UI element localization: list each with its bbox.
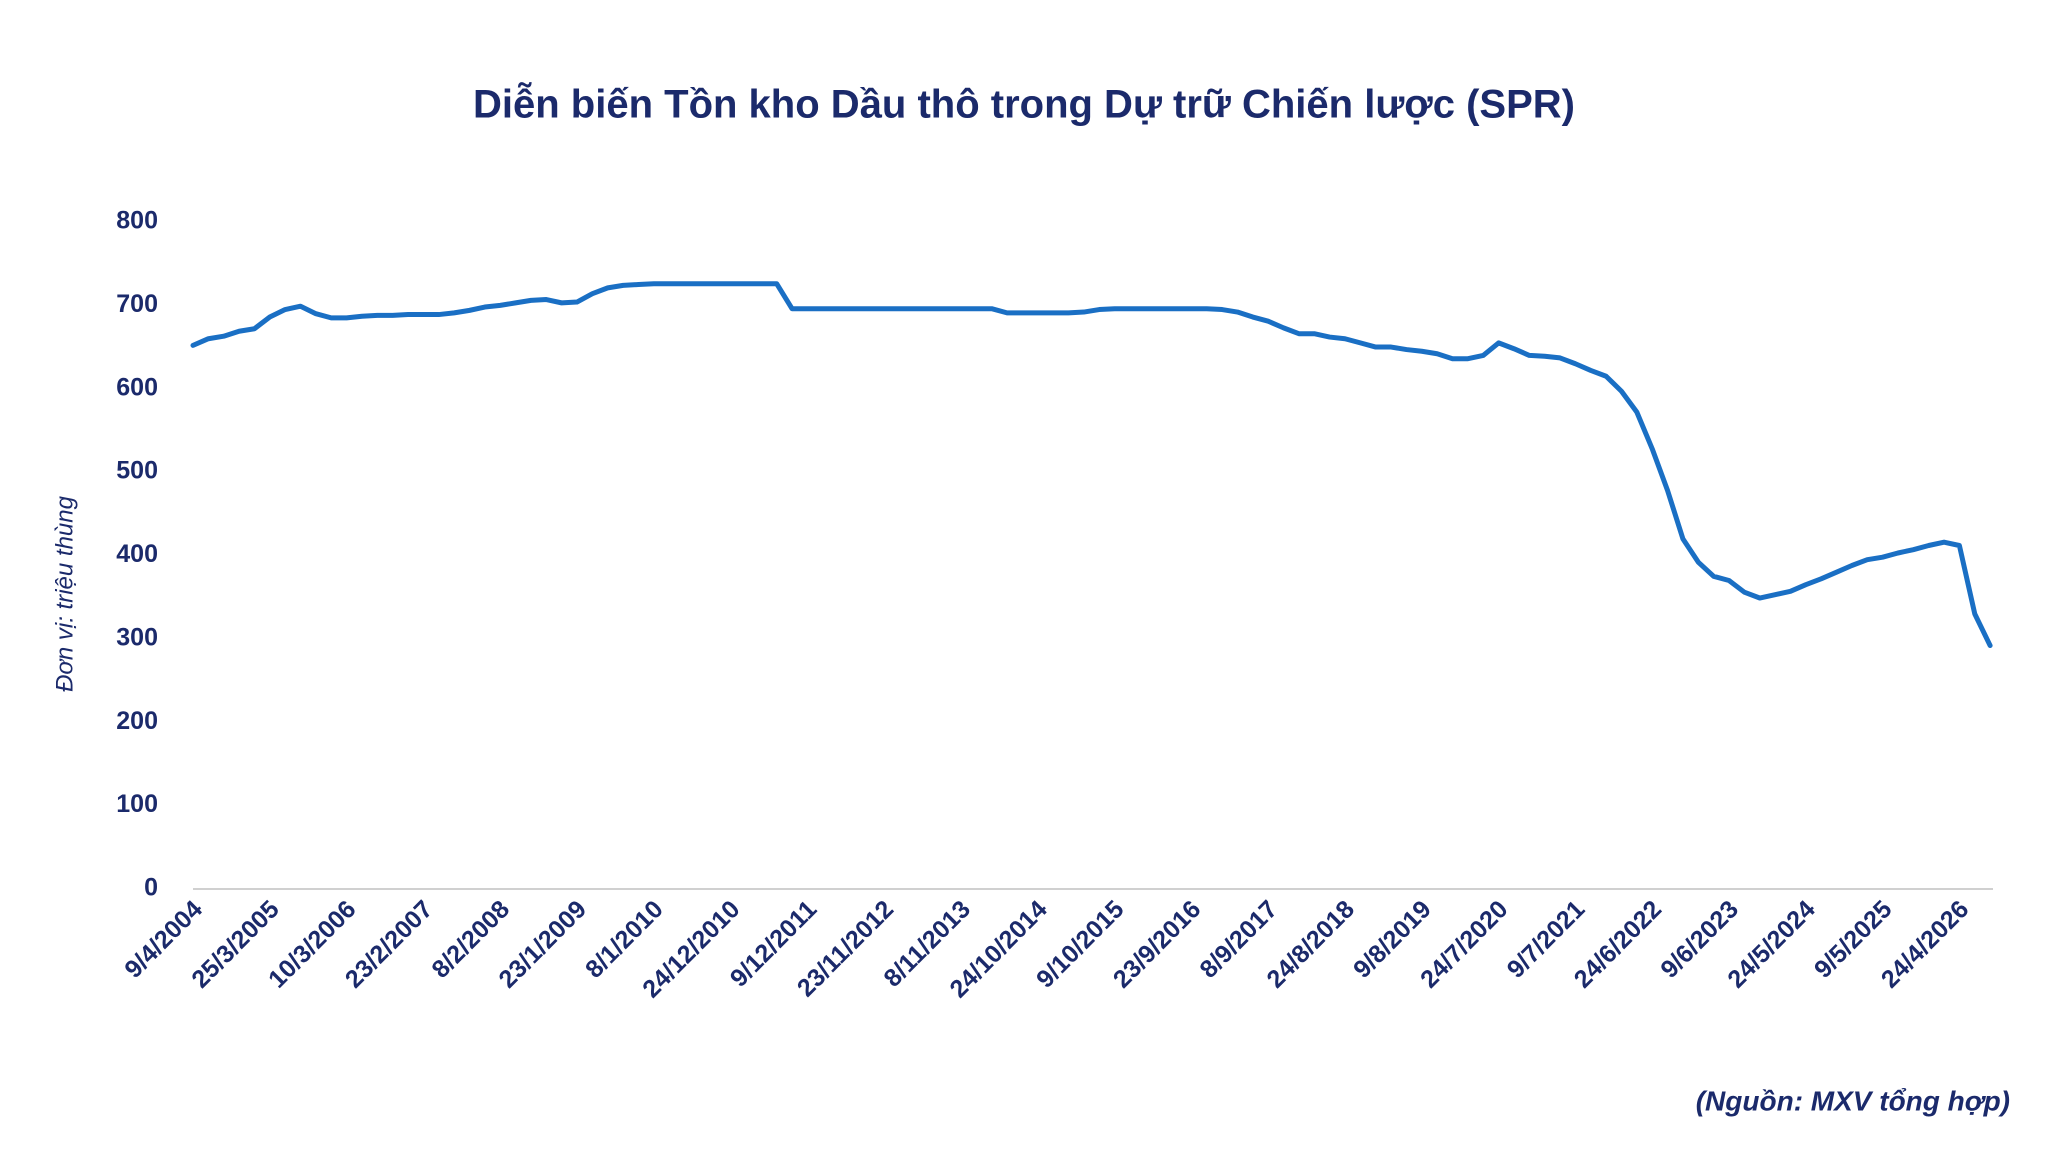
y-tick-label: 0 xyxy=(144,874,158,902)
y-axis-title: Đơn vị: triệu thùng xyxy=(51,495,78,692)
y-tick-label: 600 xyxy=(116,373,158,401)
source-note: (Nguồn: MXV tổng hợp) xyxy=(1696,1085,2010,1116)
y-tick-label: 100 xyxy=(116,790,158,818)
chart-title: Diễn biến Tồn kho Dầu thô trong Dự trữ C… xyxy=(473,81,1575,127)
y-tick-label: 800 xyxy=(116,207,158,235)
y-tick-label: 700 xyxy=(116,290,158,318)
y-tick-label: 300 xyxy=(116,623,158,651)
data-line xyxy=(190,281,1993,649)
y-tick-label: 200 xyxy=(116,707,158,735)
y-tick-label: 500 xyxy=(116,457,158,485)
y-tick-label: 400 xyxy=(116,540,158,568)
